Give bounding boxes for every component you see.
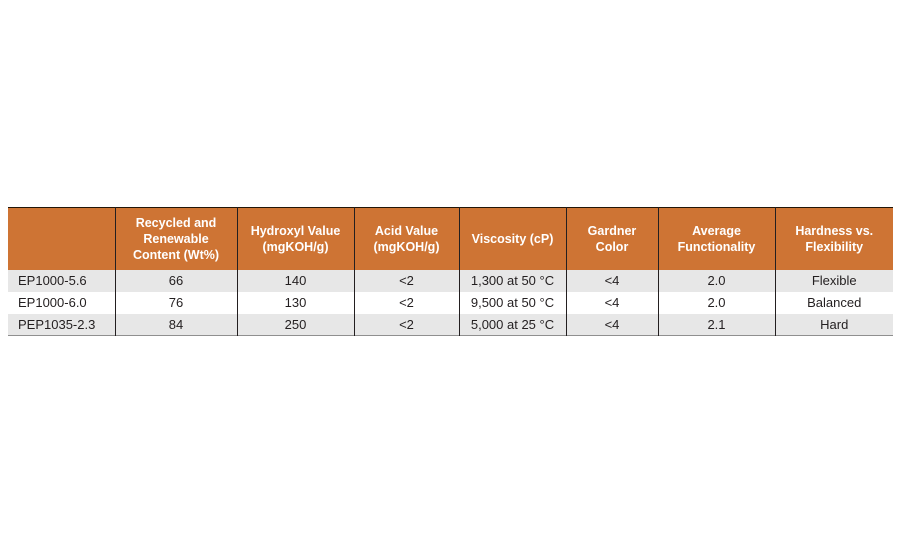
table-row: EP1000-6.0 76 130 <2 9,500 at 50 °C <4 2… [8, 291, 893, 314]
table-body: EP1000-5.6 66 140 <2 1,300 at 50 °C <4 2… [8, 269, 893, 336]
header-cell-acid-value: Acid Value (mgKOH/g) [354, 207, 460, 270]
header-row: Recycled and Renewable Content (Wt%) Hyd… [8, 207, 893, 270]
cell-recycled-content: 66 [115, 269, 238, 292]
data-table: Recycled and Renewable Content (Wt%) Hyd… [8, 207, 893, 336]
header-cell-viscosity: Viscosity (cP) [459, 207, 567, 270]
cell-hydroxyl-value: 140 [237, 269, 355, 292]
cell-recycled-content: 76 [115, 291, 238, 314]
header-cell-hydroxyl-value: Hydroxyl Value (mgKOH/g) [237, 207, 355, 270]
header-cell-hardness-flexibility: Hardness vs. Flexibility [775, 207, 893, 270]
product-properties-table: Recycled and Renewable Content (Wt%) Hyd… [8, 207, 893, 336]
cell-average-functionality: 2.0 [658, 269, 776, 292]
cell-viscosity: 9,500 at 50 °C [459, 291, 567, 314]
cell-average-functionality: 2.1 [658, 313, 776, 336]
cell-hydroxyl-value: 250 [237, 313, 355, 336]
table-row: PEP1035-2.3 84 250 <2 5,000 at 25 °C <4 … [8, 313, 893, 336]
cell-gardner-color: <4 [566, 313, 659, 336]
cell-gardner-color: <4 [566, 269, 659, 292]
cell-product: PEP1035-2.3 [8, 313, 116, 336]
cell-acid-value: <2 [354, 291, 460, 314]
cell-average-functionality: 2.0 [658, 291, 776, 314]
cell-product: EP1000-5.6 [8, 269, 116, 292]
cell-viscosity: 1,300 at 50 °C [459, 269, 567, 292]
cell-hydroxyl-value: 130 [237, 291, 355, 314]
header-cell-gardner-color: Gardner Color [566, 207, 659, 270]
cell-gardner-color: <4 [566, 291, 659, 314]
header-cell-average-functionality: Average Functionality [658, 207, 776, 270]
table-header: Recycled and Renewable Content (Wt%) Hyd… [8, 207, 893, 270]
cell-hardness-flexibility: Balanced [775, 291, 893, 314]
cell-hardness-flexibility: Flexible [775, 269, 893, 292]
table-row: EP1000-5.6 66 140 <2 1,300 at 50 °C <4 2… [8, 269, 893, 292]
cell-recycled-content: 84 [115, 313, 238, 336]
header-cell-product [8, 207, 116, 270]
cell-acid-value: <2 [354, 313, 460, 336]
cell-hardness-flexibility: Hard [775, 313, 893, 336]
cell-product: EP1000-6.0 [8, 291, 116, 314]
cell-acid-value: <2 [354, 269, 460, 292]
header-cell-recycled-content: Recycled and Renewable Content (Wt%) [115, 207, 238, 270]
cell-viscosity: 5,000 at 25 °C [459, 313, 567, 336]
